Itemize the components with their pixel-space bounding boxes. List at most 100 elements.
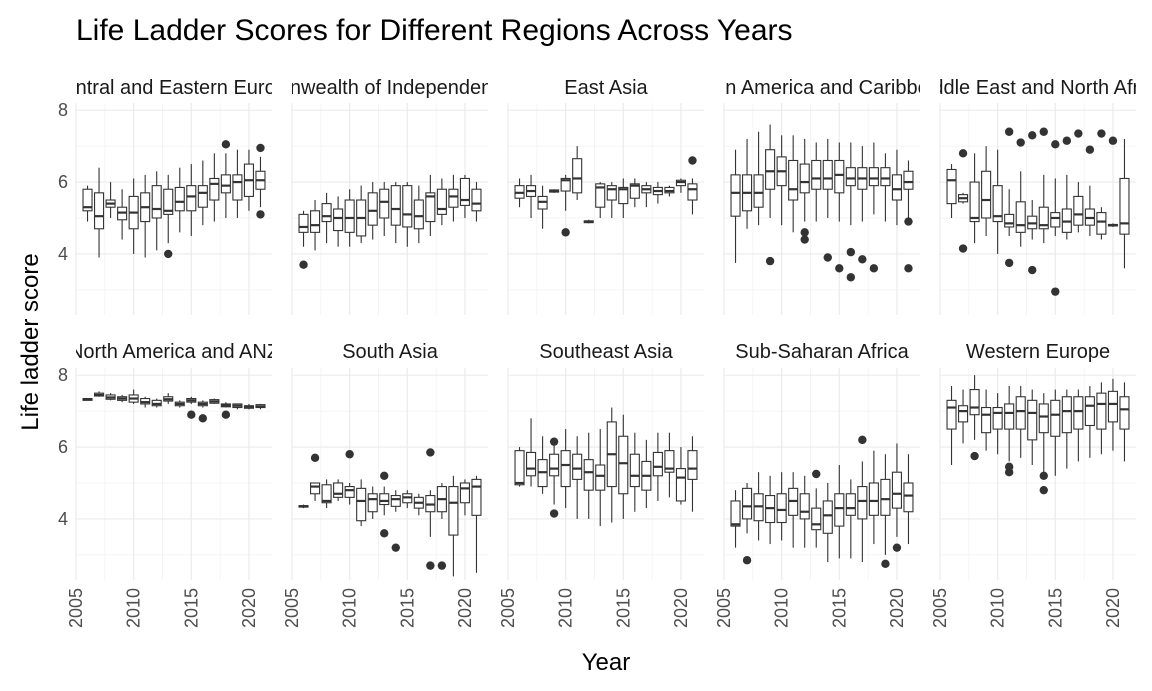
box: [868, 450, 879, 545]
box: [981, 146, 992, 236]
box-iqr: [730, 174, 741, 217]
box-iqr: [675, 468, 686, 502]
box: [845, 142, 856, 226]
box: [448, 475, 459, 577]
box-iqr: [379, 188, 390, 219]
outlier-point: [823, 253, 832, 262]
box-iqr: [560, 177, 571, 192]
box: [1119, 382, 1130, 462]
box-iqr: [1061, 396, 1072, 434]
box: [1027, 389, 1038, 466]
box: [652, 182, 663, 204]
box: [969, 153, 980, 244]
box-iqr: [903, 482, 914, 513]
outlier-point: [800, 235, 809, 244]
box-iqr: [1084, 396, 1095, 427]
box-iqr: [834, 159, 845, 194]
outlier-point: [380, 529, 389, 538]
box-iqr: [1073, 396, 1084, 430]
box: [992, 149, 1003, 254]
x-tick-label: 2020: [671, 588, 691, 628]
box: [425, 490, 436, 537]
box-iqr: [344, 486, 355, 498]
box: [730, 149, 741, 263]
box-iqr: [880, 167, 891, 187]
outlier-point: [187, 410, 196, 419]
box: [618, 178, 629, 218]
box: [255, 403, 266, 410]
outlier-point: [1039, 471, 1048, 480]
box: [220, 153, 231, 218]
facet-panel: Middle East and North Africa: [939, 77, 1136, 315]
box: [82, 397, 93, 401]
box: [1096, 382, 1107, 455]
facet-panel: North America and ANZ 4 6 8 2005 2010 2015 2020: [58, 341, 279, 628]
box: [629, 432, 640, 512]
box: [310, 200, 321, 251]
box-iqr: [151, 185, 162, 219]
box-iqr: [811, 159, 822, 190]
box: [255, 156, 266, 208]
outlier-point: [221, 410, 231, 419]
box-iqr: [618, 435, 629, 495]
box: [799, 138, 810, 222]
outlier-point: [549, 509, 559, 518]
box: [765, 124, 776, 218]
box-iqr: [1096, 392, 1107, 430]
box: [595, 182, 606, 218]
box: [186, 164, 197, 236]
box: [1027, 200, 1038, 240]
box-iqr: [687, 183, 698, 201]
box-iqr: [1015, 201, 1026, 233]
box: [310, 482, 321, 501]
box-iqr: [459, 482, 470, 504]
outlier-point: [881, 559, 890, 569]
box: [174, 400, 185, 408]
box-iqr: [94, 192, 105, 230]
box: [891, 149, 902, 226]
outlier-point: [1028, 265, 1037, 275]
outlier-point: [958, 149, 968, 158]
box-iqr: [220, 174, 231, 194]
box-iqr: [753, 174, 764, 208]
box-iqr: [981, 170, 992, 219]
x-tick-label: 2020: [455, 588, 475, 628]
box: [1061, 389, 1072, 469]
y-tick-label: 4: [58, 509, 68, 529]
box: [526, 418, 537, 487]
box: [946, 164, 957, 218]
box-iqr: [822, 159, 833, 190]
box: [788, 135, 799, 233]
box-iqr: [448, 188, 459, 208]
facet-label: North America and ANZ: [69, 341, 279, 363]
box-iqr: [891, 174, 902, 201]
outlier-point: [742, 556, 752, 565]
y-axis-title: Life ladder score: [17, 253, 44, 430]
box: [333, 479, 344, 501]
box: [163, 393, 174, 404]
outlier-point: [1051, 140, 1060, 149]
outlier-point: [800, 228, 809, 237]
box-iqr: [822, 500, 833, 534]
box: [436, 178, 447, 226]
box: [1004, 385, 1015, 462]
outlier-point: [221, 140, 231, 149]
box: [459, 174, 470, 218]
box: [105, 182, 116, 218]
x-tick-label: 2015: [613, 588, 633, 628]
box-iqr: [344, 199, 355, 233]
box: [1015, 385, 1026, 458]
box: [151, 398, 162, 408]
outlier-point: [391, 543, 400, 552]
box: [811, 142, 822, 222]
box: [992, 393, 1003, 455]
box: [1084, 385, 1095, 458]
facet-panel: Latin America and Caribbean: [723, 77, 920, 315]
facet-panel: East Asia: [507, 77, 704, 315]
box-iqr: [969, 389, 980, 416]
facet-label: East Asia: [564, 77, 648, 99]
outlier-point: [904, 217, 913, 226]
box-iqr: [958, 405, 969, 423]
box-iqr: [845, 493, 856, 516]
box: [958, 192, 969, 204]
